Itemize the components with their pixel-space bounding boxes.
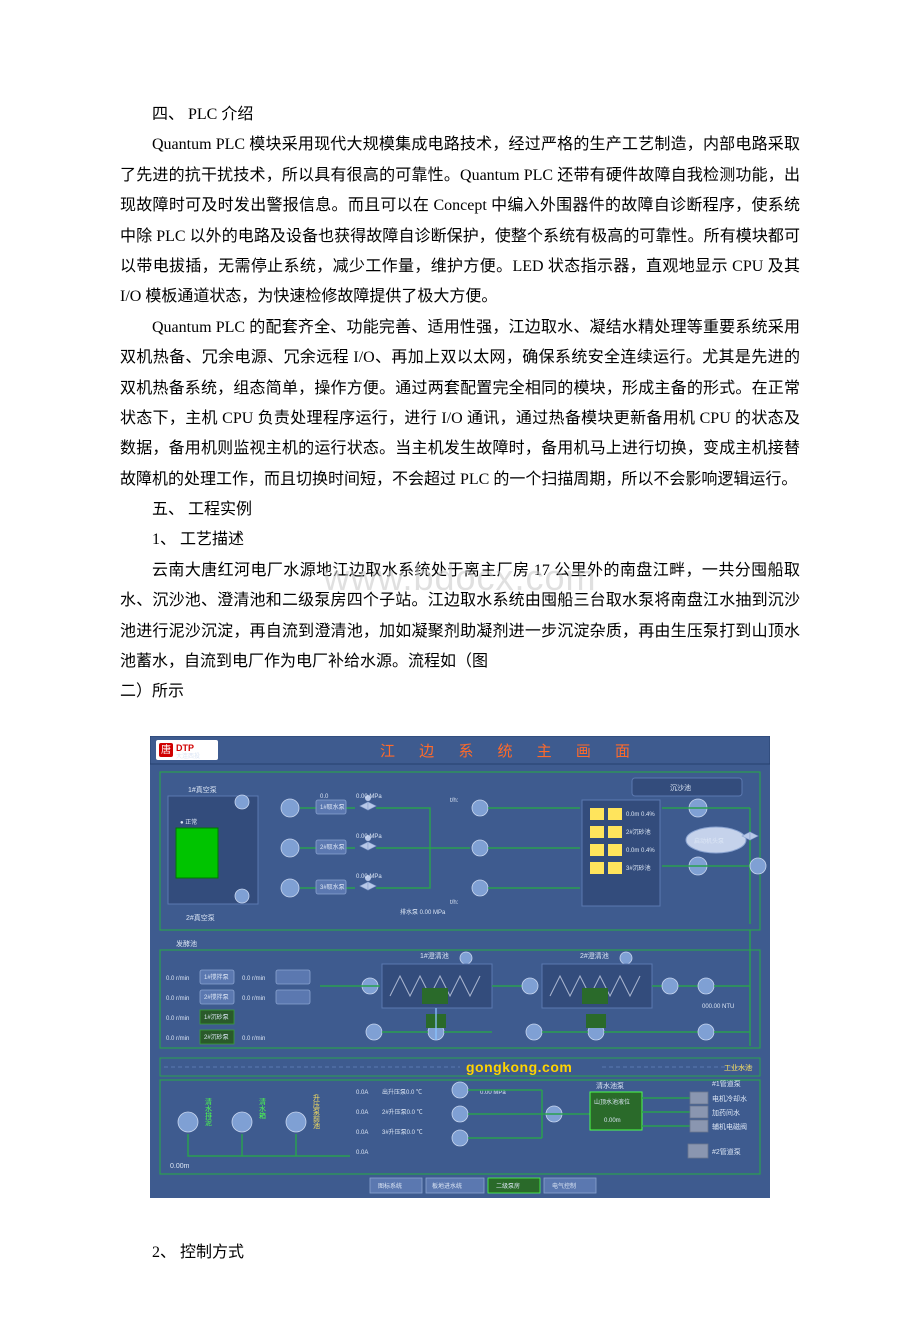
svg-text:0.0 r/min: 0.0 r/min <box>242 1036 265 1042</box>
section-5-title: 五、 工程实例 <box>120 495 800 525</box>
svg-text:0.0 r/min: 0.0 r/min <box>166 1036 189 1042</box>
svg-text:1#取水泵: 1#取水泵 <box>320 803 345 811</box>
svg-text:0.0 r/min: 0.0 r/min <box>242 996 265 1002</box>
svg-text:2#沉砂泵: 2#沉砂泵 <box>204 1033 229 1041</box>
svg-text:出升压泵0.0 ℃: 出升压泵0.0 ℃ <box>382 1088 422 1096</box>
svg-text:3#升压泵0.0 ℃: 3#升压泵0.0 ℃ <box>382 1128 423 1136</box>
svg-text:0.0m 0.4%: 0.0m 0.4% <box>626 848 655 854</box>
label-industrial-pool: 工业水池 <box>724 1063 752 1072</box>
label-output-2: 加药间水 <box>712 1108 740 1117</box>
svg-text:板地进水统: 板地进水统 <box>432 1182 462 1190</box>
svg-text:0.00m: 0.00m <box>604 1118 621 1124</box>
svg-text:0.00 MPa: 0.00 MPa <box>480 1090 506 1096</box>
section-4-para-2: Quantum PLC 的配套齐全、功能完善、适用性强，江边取水、凝结水精处理等… <box>120 313 800 495</box>
svg-text:2#取水泵: 2#取水泵 <box>320 843 345 851</box>
label-compressor-2: 2#真空泵 <box>186 913 215 922</box>
svg-text:唐: 唐 <box>161 743 171 756</box>
svg-text:山顶水池液位: 山顶水池液位 <box>594 1098 630 1106</box>
svg-text:1#搅拌泵: 1#搅拌泵 <box>204 973 229 981</box>
section-4-para-1: Quantum PLC 模块采用现代大规模集成电路技术，经过严格的生产工艺制造，… <box>120 130 800 312</box>
svg-text:0.00m: 0.00m <box>170 1163 190 1170</box>
bottom-tabs: 图标系统 板地进水统 二级泵房 电气控制 <box>370 1178 596 1193</box>
svg-text:2#升压泵0.0 ℃: 2#升压泵0.0 ℃ <box>382 1108 423 1116</box>
svg-text:0.0A: 0.0A <box>356 1110 368 1116</box>
svg-text:大连西投: 大连西投 <box>176 752 200 760</box>
svg-text:0.0 r/min: 0.0 r/min <box>166 1016 189 1022</box>
svg-text:2#搅拌泵: 2#搅拌泵 <box>204 993 229 1001</box>
section-4-title: 四、 PLC 介绍 <box>120 100 800 130</box>
svg-text:2#沉砂池: 2#沉砂池 <box>626 828 651 836</box>
svg-text:t/h:: t/h: <box>450 900 459 906</box>
svg-text:图标系统: 图标系统 <box>378 1182 402 1190</box>
section-5-1-title: 1、 工艺描述 <box>120 525 800 555</box>
label-pipe-1: #1管道泵 <box>712 1079 741 1088</box>
svg-text:清水排泥: 清水排泥 <box>205 1097 213 1127</box>
svg-text:排水泵 0.00 MPa: 排水泵 0.00 MPa <box>400 908 446 916</box>
svg-text:● 正常: ● 正常 <box>180 818 197 826</box>
svg-text:二级泵房: 二级泵房 <box>496 1182 520 1190</box>
svg-text:升压泵前池: 升压泵前池 <box>313 1093 321 1129</box>
label-compressor-1: 1#真空泵 <box>188 785 217 794</box>
svg-text:电气控制: 电气控制 <box>552 1182 576 1190</box>
svg-text:t/h:: t/h: <box>450 798 459 804</box>
label-output-3: 辅机电磁阀 <box>712 1122 747 1131</box>
svg-text:发酵池: 发酵池 <box>176 939 197 948</box>
svg-text:3#沉砂池: 3#沉砂池 <box>626 864 651 872</box>
label-clarifier-2: 2#澄清池 <box>580 951 609 960</box>
section-5-1-para-a: 云南大唐红河电厂水源地江边取水系统处于离主厂房 17 公里外的南盘江畔，一共分囤… <box>120 556 800 678</box>
svg-text:0.00 MPa: 0.00 MPa <box>356 794 382 800</box>
gongkong-watermark: gongkong.com <box>466 1059 572 1075</box>
svg-text:0.0A: 0.0A <box>356 1150 368 1156</box>
label-clarifier-1: 1#澄清池 <box>420 951 449 960</box>
svg-text:0.0m 0.4%: 0.0m 0.4% <box>626 812 655 818</box>
logo-text: DTP <box>176 743 194 753</box>
svg-text:0.0 r/min: 0.0 r/min <box>166 996 189 1002</box>
svg-text:0.00 MPa: 0.00 MPa <box>356 834 382 840</box>
label-sand-basin: 沉沙池 <box>670 783 691 792</box>
readout-ntu: 000.00 NTU <box>702 1004 734 1010</box>
label-pipe-2: #2管道泵 <box>712 1147 741 1156</box>
auto-start-button: 启动机头泵 <box>694 837 724 845</box>
svg-text:清水池泵: 清水池泵 <box>596 1081 624 1090</box>
section-5-1-para-b: 二）所示 <box>120 677 800 707</box>
svg-text:3#取水泵: 3#取水泵 <box>320 883 345 891</box>
svg-text:0.0A: 0.0A <box>356 1130 368 1136</box>
process-diagram: 唐 DTP 大连西投 江 边 系 统 主 画 面 沉沙池 1#真空泵 ● 正常 … <box>150 736 770 1198</box>
svg-text:0.00 MPa: 0.00 MPa <box>356 874 382 880</box>
svg-text:0.0 r/min: 0.0 r/min <box>166 976 189 982</box>
diagram-title: 江 边 系 统 主 画 面 <box>380 743 640 760</box>
svg-text:1#沉砂泵: 1#沉砂泵 <box>204 1013 229 1021</box>
label-output-1: 电机冷却水 <box>712 1094 747 1103</box>
section-5-2-title: 2、 控制方式 <box>120 1238 800 1268</box>
svg-text:清水箱: 清水箱 <box>259 1097 267 1120</box>
svg-text:0.0 r/min: 0.0 r/min <box>242 976 265 982</box>
svg-text:0.0A: 0.0A <box>356 1090 368 1096</box>
svg-text:0.0: 0.0 <box>320 794 329 800</box>
